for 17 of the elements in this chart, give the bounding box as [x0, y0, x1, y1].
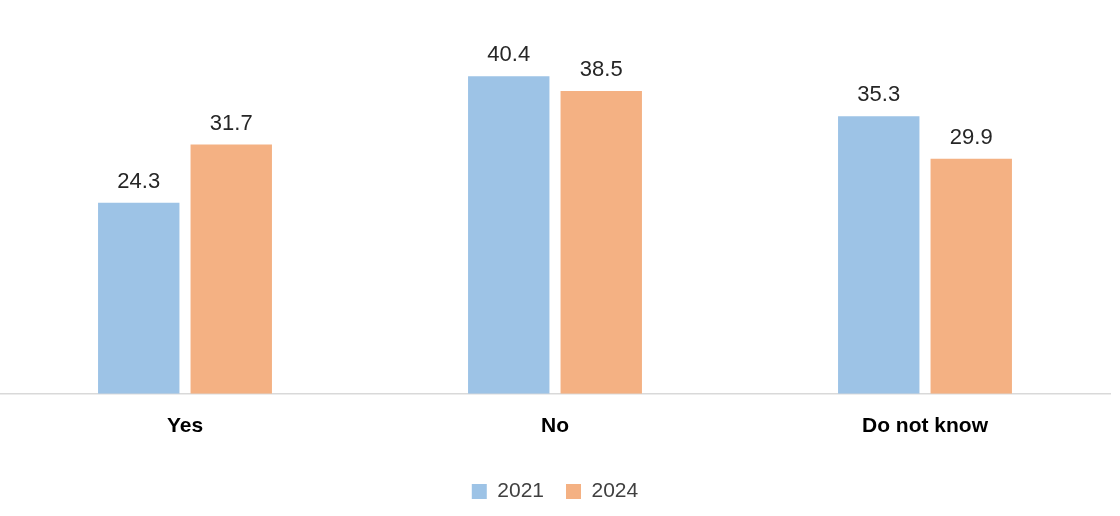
legend-label: 2024: [591, 478, 639, 502]
x-tick-label: Do not know: [862, 413, 989, 437]
bar: [560, 91, 642, 394]
bar: [468, 76, 550, 394]
data-label: 24.3: [117, 167, 161, 193]
bar: [838, 116, 920, 394]
bar: [930, 158, 1012, 394]
bar: [190, 144, 272, 394]
legend-label: 2021: [497, 478, 544, 502]
bar: [98, 202, 180, 394]
data-label: 31.7: [209, 109, 253, 135]
x-tick-label: No: [541, 413, 569, 437]
x-tick-label: Yes: [166, 413, 204, 437]
data-label: 38.5: [579, 56, 623, 82]
data-label: 40.4: [487, 41, 531, 67]
data-label: 29.9: [949, 123, 993, 149]
data-label: 35.3: [857, 81, 901, 107]
